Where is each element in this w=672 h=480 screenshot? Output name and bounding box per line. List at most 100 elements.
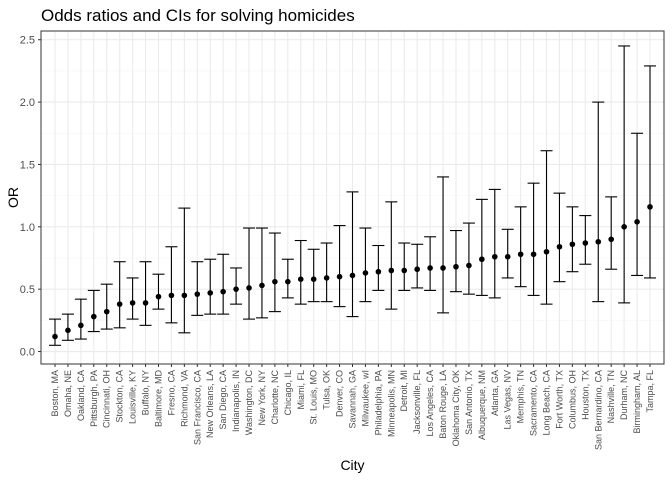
x-tick-label: Omaha, NE xyxy=(63,370,73,417)
error-bar xyxy=(333,225,346,308)
x-tick-label: San Diego, CA xyxy=(218,370,228,430)
error-bar xyxy=(644,65,656,279)
or-point xyxy=(103,308,110,315)
or-point xyxy=(310,276,317,282)
or-point xyxy=(440,265,446,271)
error-bar xyxy=(74,298,87,340)
x-tick-label: Fort Worth, TX xyxy=(554,370,564,429)
error-bar xyxy=(152,273,165,310)
x-tick-label: Cincinnati, OH xyxy=(102,370,112,428)
error-bar xyxy=(501,228,514,279)
or-point xyxy=(142,300,149,306)
or-point xyxy=(453,263,459,270)
error-bar xyxy=(100,283,113,330)
or-point xyxy=(65,327,71,334)
error-bar xyxy=(191,261,204,316)
error-bar xyxy=(320,242,333,303)
error-bar xyxy=(281,258,294,299)
error-bar xyxy=(592,101,605,303)
x-axis-title: City xyxy=(340,457,364,473)
or-point xyxy=(297,276,304,282)
y-tick-label: 1.0 xyxy=(20,222,35,234)
y-tick-label: 0.5 xyxy=(20,284,35,296)
error-bar xyxy=(527,182,540,296)
x-tick-label: Louisville, KY xyxy=(128,370,138,424)
or-point xyxy=(116,301,123,307)
or-point xyxy=(556,243,563,250)
y-axis-title: OR xyxy=(5,187,21,208)
x-tick-label: Baltimore, MD xyxy=(153,370,163,428)
error-bar xyxy=(165,246,178,324)
x-tick-label: New York, NY xyxy=(257,370,267,426)
or-point xyxy=(349,272,356,279)
error-bar xyxy=(553,192,566,283)
error-bar xyxy=(255,227,268,319)
or-point xyxy=(530,251,537,258)
or-point xyxy=(401,267,408,274)
x-tick-label: Miami, FL xyxy=(296,370,306,410)
or-point xyxy=(220,288,226,295)
error-bar xyxy=(268,232,281,313)
or-point xyxy=(272,278,278,285)
x-tick-label: Washington, DC xyxy=(244,370,254,436)
x-tick-label: St. Louis, MO xyxy=(309,370,319,425)
or-point xyxy=(194,291,201,297)
or-point xyxy=(233,286,239,292)
x-tick-label: Richmond, VA xyxy=(179,370,189,427)
x-tick-label: Long Beach, CA xyxy=(542,370,552,436)
x-tick-label: Baton Rouge, LA xyxy=(438,370,448,439)
or-point xyxy=(504,253,511,260)
or-point xyxy=(517,251,524,258)
error-bar xyxy=(204,258,217,315)
x-tick-label: Boston, MA xyxy=(50,370,60,417)
or-point xyxy=(259,282,265,289)
error-bar xyxy=(540,150,553,305)
y-tick-label: 2.5 xyxy=(20,35,35,47)
error-bar xyxy=(372,244,385,291)
x-tick-label: Los Angeles, CA xyxy=(425,370,435,437)
y-tick-label: 0.0 xyxy=(20,347,35,359)
y-tick-label: 2.0 xyxy=(20,97,35,109)
or-point xyxy=(414,266,420,273)
x-tick-label: San Bernardino, CA xyxy=(593,370,603,450)
or-point xyxy=(168,292,175,299)
x-tick-label: San Antonio, TX xyxy=(464,370,474,435)
x-tick-label: New Orleans, LA xyxy=(205,370,215,438)
error-bar xyxy=(579,215,592,265)
error-bar xyxy=(437,176,450,314)
x-tick-label: Las Vegas, NV xyxy=(503,370,513,430)
error-bar xyxy=(61,313,74,341)
x-tick-label: Jacksonville, FL xyxy=(412,370,422,434)
error-bar xyxy=(462,222,475,295)
or-point xyxy=(569,241,576,248)
error-bar xyxy=(49,318,61,346)
or-point xyxy=(181,292,188,299)
or-point xyxy=(336,273,343,280)
error-bar xyxy=(488,188,501,299)
x-tick-label: Durham, NC xyxy=(619,370,629,421)
error-bar xyxy=(449,230,462,293)
error-bar xyxy=(307,248,320,303)
error-bar xyxy=(359,227,372,303)
x-tick-label: Milwaukee, wI xyxy=(360,370,370,427)
x-tick-label: Tampa, FL xyxy=(645,370,655,413)
error-bar xyxy=(346,191,359,318)
error-bar xyxy=(178,207,191,334)
error-bar xyxy=(113,261,126,329)
or-point xyxy=(479,256,485,263)
error-bar xyxy=(139,261,152,326)
or-point xyxy=(362,270,369,276)
or-point xyxy=(595,238,602,245)
or-point xyxy=(427,265,433,271)
error-bar xyxy=(411,243,424,289)
or-point xyxy=(647,204,653,210)
x-tick-label: Minneapolis, MN xyxy=(386,370,396,437)
or-point xyxy=(91,313,97,320)
chart-title: Odds ratios and CIs for solving homicide… xyxy=(41,6,355,25)
x-tick-label: Birmingham, AL xyxy=(632,370,642,434)
or-point xyxy=(129,300,136,306)
x-tick-label: Columbus, OH xyxy=(567,370,577,429)
or-point xyxy=(466,262,472,269)
x-tick-label: Atlanta, GA xyxy=(490,370,500,416)
